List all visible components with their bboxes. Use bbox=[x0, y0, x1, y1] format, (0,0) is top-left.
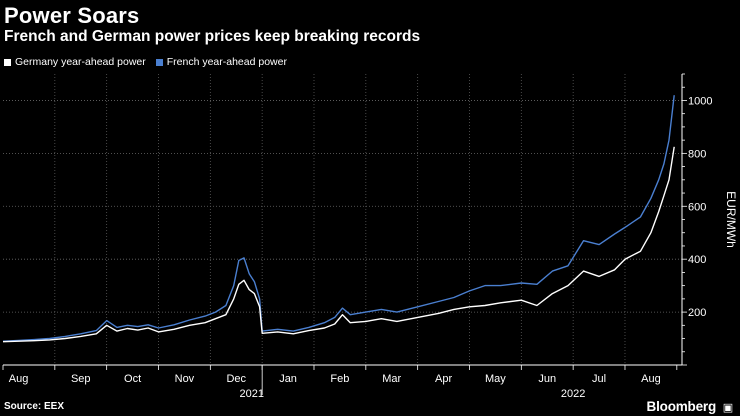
legend-label-germany: Germany year-ahead power bbox=[15, 56, 146, 68]
series-line-france bbox=[2, 95, 675, 342]
legend-label-france: French year-ahead power bbox=[166, 56, 287, 68]
y-tick-label-1000: 1000 bbox=[688, 95, 712, 107]
x-tick-label-jun-10: Jun bbox=[538, 373, 556, 385]
source-note: Source: EEX bbox=[4, 401, 65, 412]
y-tick-label-200: 200 bbox=[688, 307, 706, 319]
x-tick-label-jul-11: Jul bbox=[592, 373, 606, 385]
x-tick-label-dec-4: Dec bbox=[226, 373, 246, 385]
y-tick-label-600: 600 bbox=[688, 201, 706, 213]
x-year-label-2022: 2022 bbox=[561, 388, 585, 400]
legend-swatch-germany bbox=[4, 58, 11, 66]
series-line-germany bbox=[2, 146, 675, 343]
x-tick-label-jan-5: Jan bbox=[279, 373, 297, 385]
x-tick-label-sep-1: Sep bbox=[71, 373, 91, 385]
x-tick-label-feb-6: Feb bbox=[330, 373, 349, 385]
chart-subtitle: French and German power prices keep brea… bbox=[4, 28, 421, 45]
x-tick-label-aug-0: Aug bbox=[9, 373, 29, 385]
legend-item-france: French year-ahead power bbox=[155, 56, 287, 68]
legend: Germany year-ahead power French year-ahe… bbox=[4, 56, 287, 68]
chart-title: Power Soars bbox=[4, 3, 140, 28]
x-tick-label-nov-3: Nov bbox=[175, 373, 195, 385]
x-year-label-2021: 2021 bbox=[240, 388, 264, 400]
y-tick-label-800: 800 bbox=[688, 148, 706, 160]
x-tick-label-aug-12: Aug bbox=[641, 373, 661, 385]
bloomberg-terminal-icon: ▣ bbox=[722, 401, 734, 414]
x-tick-label-mar-7: Mar bbox=[382, 373, 401, 385]
x-tick-label-may-9: May bbox=[485, 373, 506, 385]
x-tick-label-apr-8: Apr bbox=[435, 373, 452, 385]
y-tick-label-400: 400 bbox=[688, 254, 706, 266]
legend-swatch-france bbox=[155, 58, 163, 66]
legend-item-germany: Germany year-ahead power bbox=[4, 56, 146, 68]
y-axis-label: EUR/MWh bbox=[724, 191, 738, 248]
brand-logo-text: Bloomberg bbox=[646, 399, 717, 414]
x-tick-label-oct-2: Oct bbox=[124, 373, 141, 385]
